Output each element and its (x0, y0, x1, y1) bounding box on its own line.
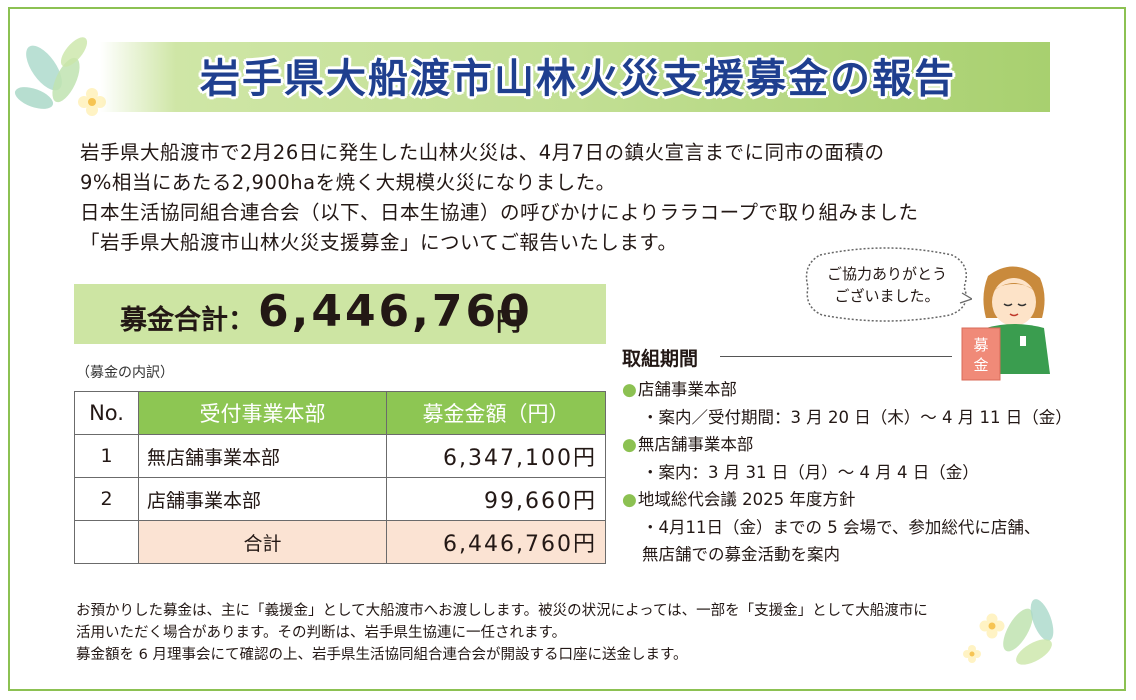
footer-note: お預かりした募金は、主に「義援金」として大船渡市へお渡しします。被災の状況によっ… (76, 600, 1026, 666)
bullet-icon: ● (622, 435, 637, 455)
intro-line: 9%相当にあたる2,900haを焼く大規模火災になりました。 (80, 171, 616, 194)
staff-character-icon: 募 金 (961, 266, 1050, 381)
row-no: 2 (74, 477, 139, 521)
period-item-title: 店舗事業本部 (637, 380, 737, 399)
footer-line: 活用いただく場合があります。その判断は、岩手県生協連に一任されます。 (76, 625, 567, 641)
speech-line: ご協力ありがとう (826, 265, 947, 283)
total-band (74, 284, 606, 344)
footer-line: 募金額を 6 月理事会にて確認の上、岩手県生活協同組合連合会が開設する口座に送金… (76, 647, 688, 663)
row-department: 店舗事業本部 (138, 477, 387, 521)
speech-line: ございました。 (834, 287, 940, 305)
title-band (100, 42, 1050, 112)
period-divider (720, 356, 952, 357)
footer-line: お預かりした募金は、主に「義援金」として大船渡市へお渡しします。被災の状況によっ… (76, 603, 928, 619)
intro-line: 「岩手県大船渡市山林火災支援募金」についてご報告いたします。 (80, 231, 678, 254)
bullet-icon: ● (622, 380, 637, 400)
flower-icon (963, 645, 981, 663)
total-label: 募金合計： (120, 305, 255, 336)
table-header-row: No. 受付事業本部 募金金額（円） (74, 391, 606, 435)
total-row-amount: 6,446,760円 (386, 520, 606, 564)
intro-text: 岩手県大船渡市で2月26日に発生した山林火災は、4月7日の鎮火宣言までに同市の面… (80, 138, 1070, 258)
header-no: No. (74, 391, 139, 435)
intro-line: 日本生活協同組合連合会（以下、日本生協連）の呼びかけによりララコープで取り組みま… (80, 201, 919, 224)
speech-bubble-text: ご協力ありがとう ございました。 (812, 263, 962, 307)
donation-box-label-1: 募 (973, 336, 988, 354)
donation-box-label-2: 金 (973, 356, 988, 374)
period-item: ●地域総代会議 2025 年度方針 (622, 486, 1072, 514)
period-heading: 取組期間 (622, 348, 699, 370)
period-item-detail: ・案内：3 月 31 日（月）～ 4 月 4 日（金） (642, 463, 979, 482)
leaf-decoration-icon (14, 37, 106, 116)
period-item-detail: ・4月11日（金）までの 5 会場で、参加総代に店舗、 (642, 518, 1041, 537)
speech-bubble (805, 247, 972, 322)
total-row-empty-cell (74, 520, 139, 564)
period-item: ●無店舗事業本部 (622, 431, 1072, 459)
period-item-title: 地域総代会議 2025 年度方針 (637, 490, 856, 509)
period-item-title: 無店舗事業本部 (637, 435, 754, 454)
intro-line: 岩手県大船渡市で2月26日に発生した山林火災は、4月7日の鎮火宣言までに同市の面… (80, 141, 885, 164)
flower-icon (78, 88, 106, 116)
bullet-icon: ● (622, 490, 637, 510)
row-department: 無店舗事業本部 (138, 434, 387, 478)
table-row: 1 無店舗事業本部 6,347,100円 (74, 434, 606, 478)
period-item-detail: ・案内／受付期間：3 月 20 日（木）～ 4 月 11 日（金） (642, 408, 1072, 427)
row-no: 1 (74, 434, 139, 478)
period-list: ●店舗事業本部 ・案内／受付期間：3 月 20 日（木）～ 4 月 11 日（金… (622, 376, 1072, 568)
donation-table: No. 受付事業本部 募金金額（円） 1 無店舗事業本部 6,347,100円 … (74, 391, 606, 564)
row-amount: 99,660円 (386, 477, 606, 521)
period-item-detail: 無店舗での募金活動を案内 (642, 545, 840, 564)
table-row: 2 店舗事業本部 99,660円 (74, 477, 606, 521)
page-title: 岩手県大船渡市山林火災支援募金の報告 (200, 56, 956, 102)
total-unit: 円 (496, 307, 522, 336)
header-department: 受付事業本部 (138, 391, 387, 435)
header-amount: 募金金額（円） (386, 391, 606, 435)
leaf-decoration-icon (963, 599, 1054, 665)
period-item: ●店舗事業本部 (622, 376, 1072, 404)
total-row-label: 合計 (138, 520, 387, 564)
breakdown-note: （募金の内訳） (76, 365, 174, 381)
table-total-row: 合計 6,446,760円 (74, 520, 606, 564)
total-amount: 6,446,760 (258, 286, 533, 337)
donation-box-icon: 募 金 (961, 327, 1001, 381)
flower-icon (979, 613, 1005, 639)
report-frame (8, 7, 1126, 691)
row-amount: 6,347,100円 (386, 434, 606, 478)
